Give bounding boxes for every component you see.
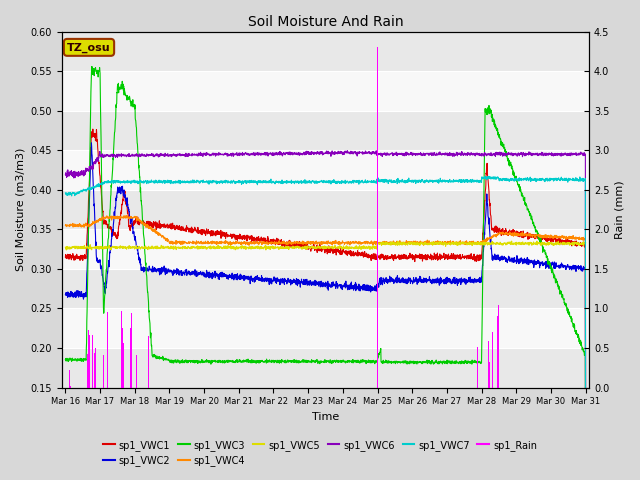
sp1_VWC1 xyxy=(550,236,558,241)
sp1_VWC1 xyxy=(61,254,69,260)
sp1_VWC7 xyxy=(207,180,214,185)
sp1_VWC7 xyxy=(476,178,484,184)
sp1_VWC1 xyxy=(340,250,348,256)
sp1_VWC4 xyxy=(207,240,214,245)
Line: sp1_VWC3: sp1_VWC3 xyxy=(65,67,586,480)
sp1_VWC5 xyxy=(477,240,484,246)
sp1_VWC4 xyxy=(536,233,543,239)
sp1_VWC2 xyxy=(352,288,360,294)
sp1_VWC5 xyxy=(207,244,214,250)
sp1_VWC3 xyxy=(207,360,214,365)
sp1_VWC6 xyxy=(207,152,214,157)
sp1_VWC6 xyxy=(477,152,484,158)
sp1_VWC5 xyxy=(508,238,515,244)
sp1_VWC5 xyxy=(582,240,589,246)
sp1_VWC6 xyxy=(536,152,543,158)
sp1_VWC7 xyxy=(550,176,558,181)
Bar xyxy=(62,348,589,387)
sp1_VWC5 xyxy=(61,244,69,250)
Bar xyxy=(62,111,589,150)
sp1_VWC7 xyxy=(484,174,492,180)
sp1_VWC3 xyxy=(536,237,543,242)
sp1_VWC2 xyxy=(61,292,69,298)
Y-axis label: Soil Moisture (m3/m3): Soil Moisture (m3/m3) xyxy=(15,148,25,271)
sp1_VWC7 xyxy=(536,176,543,181)
Line: sp1_VWC7: sp1_VWC7 xyxy=(65,177,586,480)
Line: sp1_VWC5: sp1_VWC5 xyxy=(65,241,586,250)
sp1_VWC4 xyxy=(122,213,130,218)
sp1_VWC2 xyxy=(207,274,214,280)
Line: sp1_VWC6: sp1_VWC6 xyxy=(65,151,586,480)
sp1_VWC5 xyxy=(550,241,558,247)
sp1_VWC3 xyxy=(88,64,95,70)
Line: sp1_VWC1: sp1_VWC1 xyxy=(65,129,586,480)
sp1_VWC6 xyxy=(352,150,360,156)
sp1_VWC2 xyxy=(88,140,95,146)
sp1_VWC6 xyxy=(340,149,348,155)
sp1_VWC4 xyxy=(340,241,348,247)
sp1_VWC2 xyxy=(536,262,543,268)
sp1_VWC4 xyxy=(477,242,484,248)
sp1_VWC1 xyxy=(536,237,543,242)
sp1_VWC2 xyxy=(477,279,484,285)
sp1_VWC3 xyxy=(550,272,558,278)
Legend: sp1_VWC1, sp1_VWC2, sp1_VWC3, sp1_VWC4, sp1_VWC5, sp1_VWC6, sp1_VWC7, sp1_Rain: sp1_VWC1, sp1_VWC2, sp1_VWC3, sp1_VWC4, … xyxy=(99,436,541,470)
Text: TZ_osu: TZ_osu xyxy=(67,42,111,52)
Bar xyxy=(62,190,589,229)
sp1_VWC3 xyxy=(340,358,348,364)
sp1_VWC3 xyxy=(61,357,69,362)
sp1_VWC7 xyxy=(340,179,348,185)
sp1_VWC6 xyxy=(550,151,558,157)
Bar xyxy=(62,71,589,111)
sp1_VWC4 xyxy=(352,240,360,246)
sp1_VWC5 xyxy=(63,247,70,253)
sp1_VWC6 xyxy=(61,172,69,178)
sp1_VWC1 xyxy=(207,233,214,239)
sp1_VWC1 xyxy=(352,252,360,257)
sp1_VWC6 xyxy=(344,148,351,154)
Bar xyxy=(62,269,589,309)
Bar xyxy=(62,32,589,71)
sp1_VWC7 xyxy=(351,179,359,184)
Bar xyxy=(62,150,589,190)
sp1_VWC3 xyxy=(477,360,484,365)
Line: sp1_VWC2: sp1_VWC2 xyxy=(65,143,586,480)
sp1_VWC2 xyxy=(550,259,558,265)
sp1_VWC7 xyxy=(61,190,69,196)
sp1_VWC5 xyxy=(536,241,544,247)
Bar xyxy=(62,309,589,348)
sp1_VWC5 xyxy=(352,245,360,251)
sp1_VWC1 xyxy=(477,257,484,263)
Y-axis label: Rain (mm): Rain (mm) xyxy=(615,180,625,239)
Title: Soil Moisture And Rain: Soil Moisture And Rain xyxy=(248,15,403,29)
sp1_VWC2 xyxy=(340,283,348,288)
sp1_VWC5 xyxy=(340,245,348,251)
sp1_VWC3 xyxy=(352,359,360,365)
sp1_VWC1 xyxy=(89,126,97,132)
Line: sp1_VWC4: sp1_VWC4 xyxy=(65,216,586,480)
sp1_VWC4 xyxy=(550,233,558,239)
Bar xyxy=(62,229,589,269)
sp1_VWC4 xyxy=(61,222,69,228)
X-axis label: Time: Time xyxy=(312,412,339,422)
